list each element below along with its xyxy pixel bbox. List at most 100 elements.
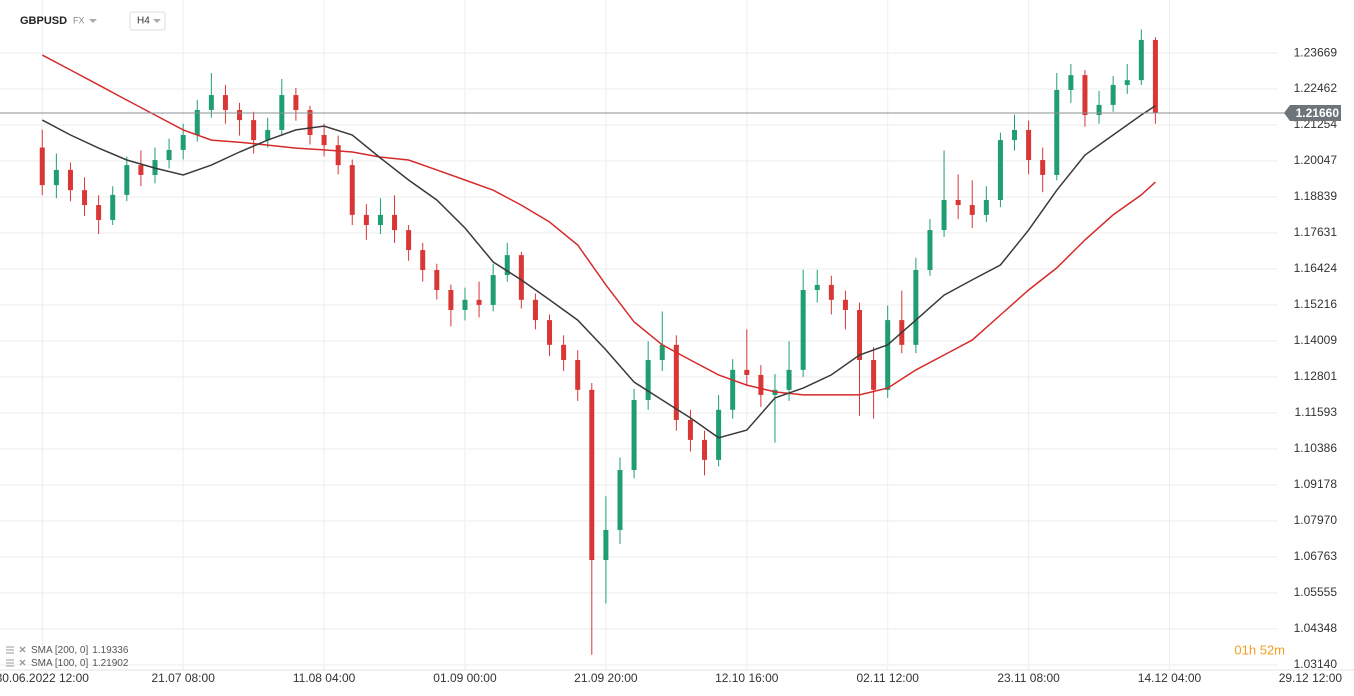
symbol[interactable]: GBPUSD — [20, 15, 67, 27]
candle-body — [871, 360, 877, 390]
candle-body — [589, 389, 595, 561]
candle-body — [941, 199, 947, 231]
candle-body — [349, 165, 355, 215]
candle-body — [631, 399, 637, 471]
candle-body — [547, 320, 553, 345]
candle-body — [814, 284, 820, 290]
candle-body — [1012, 129, 1018, 141]
x-tick-label: 21.07 08:00 — [151, 671, 215, 685]
candle-body — [420, 250, 426, 271]
x-tick-label: 11.08 04:00 — [293, 671, 356, 685]
candle-body — [462, 299, 468, 310]
header: GBPUSD FX H4 — [20, 11, 166, 31]
candle-body — [392, 214, 398, 231]
candle-body — [363, 214, 369, 226]
candle-body — [1152, 39, 1158, 113]
candle-body — [828, 284, 834, 300]
y-tick-label: 1.05555 — [1294, 585, 1338, 599]
candle-body — [603, 529, 609, 561]
y-tick-label: 1.22462 — [1294, 81, 1338, 95]
candle-body — [293, 95, 299, 110]
candle-body — [857, 309, 863, 361]
candle-body — [377, 214, 383, 226]
candle-body — [1026, 129, 1032, 161]
candle-body — [434, 270, 440, 290]
y-tick-label: 1.18839 — [1294, 189, 1338, 203]
candle-body — [96, 205, 102, 220]
price-label: 1.21660 — [1296, 106, 1340, 120]
x-tick-label: 23.11 08:00 — [997, 671, 1060, 685]
interval-box[interactable] — [129, 11, 166, 31]
x-tick-label: 21.09 20:00 — [574, 671, 638, 685]
candle-body — [786, 369, 792, 390]
y-tick-label: 1.10386 — [1294, 441, 1338, 455]
candle-body — [490, 275, 496, 305]
y-tick-label: 1.15216 — [1294, 297, 1338, 311]
candle-body — [67, 169, 73, 191]
candle-body — [800, 289, 806, 370]
candle-body — [758, 374, 764, 395]
legend-value: 1.19336 — [92, 645, 129, 656]
candle-body — [307, 109, 313, 136]
y-tick-label: 1.09178 — [1294, 477, 1338, 491]
candle-body — [1138, 39, 1144, 81]
candle-body — [969, 205, 975, 215]
candle-body — [561, 344, 567, 361]
legend-value: 1.21902 — [92, 658, 129, 669]
candle-body — [673, 344, 679, 420]
candle-body — [321, 135, 327, 146]
legend-name: SMA [100, 0] — [31, 658, 88, 669]
candle-body — [180, 135, 186, 150]
y-tick-label: 1.17631 — [1294, 225, 1338, 239]
x-tick-label: 14.12 04:00 — [1138, 671, 1202, 685]
y-tick-label: 1.07970 — [1294, 513, 1338, 527]
candle-body — [913, 270, 919, 345]
legend-remove[interactable] — [19, 659, 26, 666]
y-tick-label: 1.12801 — [1294, 369, 1338, 383]
y-tick-label: 1.11593 — [1295, 405, 1338, 419]
candle-body — [82, 190, 88, 206]
x-tick-label: 02.11 12:00 — [856, 671, 919, 685]
legend-label: SMA [200, 0] 1.19336 — [31, 645, 129, 656]
candle-body — [1054, 90, 1060, 175]
candle-body — [997, 140, 1003, 200]
dropdown-arrow — [89, 19, 97, 23]
candle-body — [53, 169, 59, 186]
x-tick-label: 30.06.2022 12:00 — [0, 671, 89, 685]
candle-body — [687, 419, 693, 440]
legend-remove[interactable] — [19, 646, 26, 653]
candle-body — [237, 109, 243, 121]
sma-line — [41, 105, 1156, 439]
candle-body — [448, 289, 454, 310]
y-tick-label: 1.20047 — [1294, 153, 1338, 167]
candle-body — [645, 360, 651, 400]
legend-icon — [6, 659, 14, 667]
market: FX — [73, 15, 85, 25]
y-tick-label: 1.03140 — [1294, 657, 1338, 671]
candle-body — [138, 165, 144, 175]
candle-body — [885, 320, 891, 390]
legend-label: SMA [100, 0] 1.21902 — [31, 658, 129, 669]
candle-body — [659, 344, 665, 361]
y-tick-label: 1.23669 — [1294, 45, 1338, 59]
candle-body — [504, 255, 510, 276]
candle-body — [406, 230, 412, 251]
candle-body — [1040, 160, 1046, 175]
candle-body — [518, 255, 524, 300]
candle-body — [124, 165, 130, 195]
candle-body — [730, 369, 736, 410]
candle-body — [476, 299, 482, 305]
legend: SMA [200, 0] 1.19336 SMA [100, 0] 1.21902 — [6, 645, 129, 669]
candle-body — [265, 129, 271, 141]
candle-body — [39, 147, 45, 186]
y-tick-label: 1.06763 — [1294, 549, 1338, 563]
candle-body — [110, 194, 116, 220]
candle-body — [575, 360, 581, 390]
y-tick-label: 1.04348 — [1294, 621, 1338, 635]
candle-body — [1082, 75, 1088, 116]
candle-body — [532, 299, 538, 321]
interval: H4 — [137, 16, 150, 27]
dropdown-arrow — [153, 19, 161, 23]
